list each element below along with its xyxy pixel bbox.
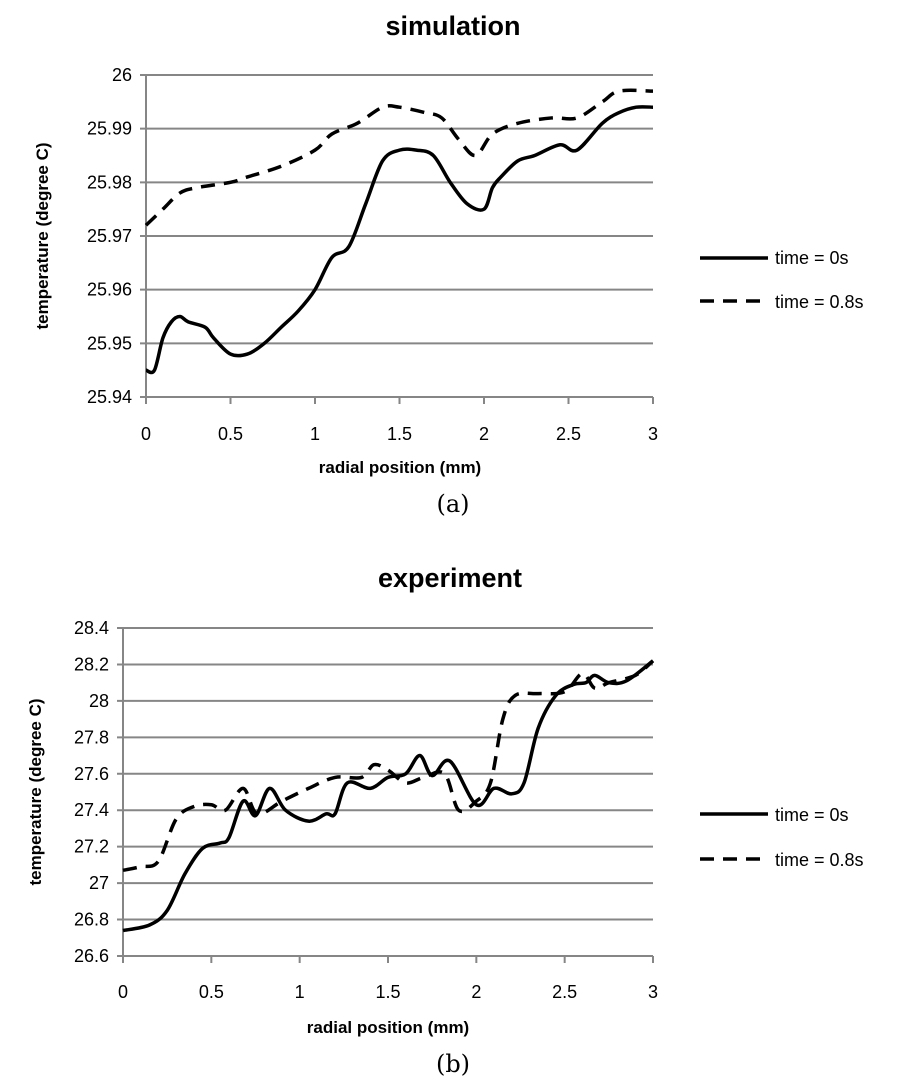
x-axis-label: radial position (mm): [319, 458, 481, 477]
legend-label-time-0s: time = 0s: [775, 248, 849, 268]
x-tick-label: 3: [648, 424, 658, 444]
chart-title: simulation: [385, 11, 520, 41]
y-axis-label: temperature (degree C): [26, 698, 45, 885]
caption: (a): [436, 490, 469, 518]
x-axis-label: radial position (mm): [307, 1018, 469, 1037]
y-tick-label: 25.94: [87, 387, 132, 407]
y-tick-label: 27.4: [74, 800, 109, 820]
x-tick-label: 1.5: [375, 982, 400, 1002]
x-tick-label: 1.5: [387, 424, 412, 444]
x-tick-label: 2.5: [552, 982, 577, 1002]
y-tick-label: 25.96: [87, 280, 132, 300]
series-line-solid: [122, 659, 655, 933]
x-tick-label: 1: [310, 424, 320, 444]
x-tick-label: 2: [479, 424, 489, 444]
y-tick-label: 28.2: [74, 654, 109, 674]
x-tick-label: 0.5: [199, 982, 224, 1002]
x-tick-label: 2: [471, 982, 481, 1002]
series-line-solid: [145, 105, 654, 375]
x-tick-label: 0: [118, 982, 128, 1002]
x-tick-label: 2.5: [556, 424, 581, 444]
legend-label-time-0.8s: time = 0.8s: [775, 850, 864, 870]
series-line-dashed: [122, 659, 655, 873]
y-tick-label: 25.97: [87, 226, 132, 246]
legend-label-time-0s: time = 0s: [775, 805, 849, 825]
y-tick-label: 27.6: [74, 764, 109, 784]
y-tick-label: 27.8: [74, 727, 109, 747]
x-tick-label: 0.5: [218, 424, 243, 444]
y-tick-label: 28: [89, 691, 109, 711]
y-tick-label: 27: [89, 873, 109, 893]
caption: (b): [436, 1050, 470, 1078]
x-tick-label: 0: [141, 424, 151, 444]
y-tick-label: 25.98: [87, 172, 132, 192]
y-tick-label: 25.95: [87, 333, 132, 353]
y-tick-label: 28.4: [74, 618, 109, 638]
chart-title: experiment: [378, 563, 522, 593]
y-axis-label: temperature (degree C): [33, 142, 52, 329]
y-tick-label: 25.99: [87, 119, 132, 139]
simulation-chart: simulation radial position (mm) temperat…: [33, 11, 864, 518]
series-line-dashed: [144, 88, 654, 227]
y-tick-label: 27.2: [74, 837, 109, 857]
y-tick-label: 26.6: [74, 946, 109, 966]
x-tick-label: 3: [648, 982, 658, 1002]
y-tick-label: 26: [112, 65, 132, 85]
y-tick-label: 26.8: [74, 910, 109, 930]
x-tick-label: 1: [295, 982, 305, 1002]
experiment-chart: experiment radial position (mm) temperat…: [26, 563, 864, 1078]
legend-label-time-0.8s: time = 0.8s: [775, 292, 864, 312]
